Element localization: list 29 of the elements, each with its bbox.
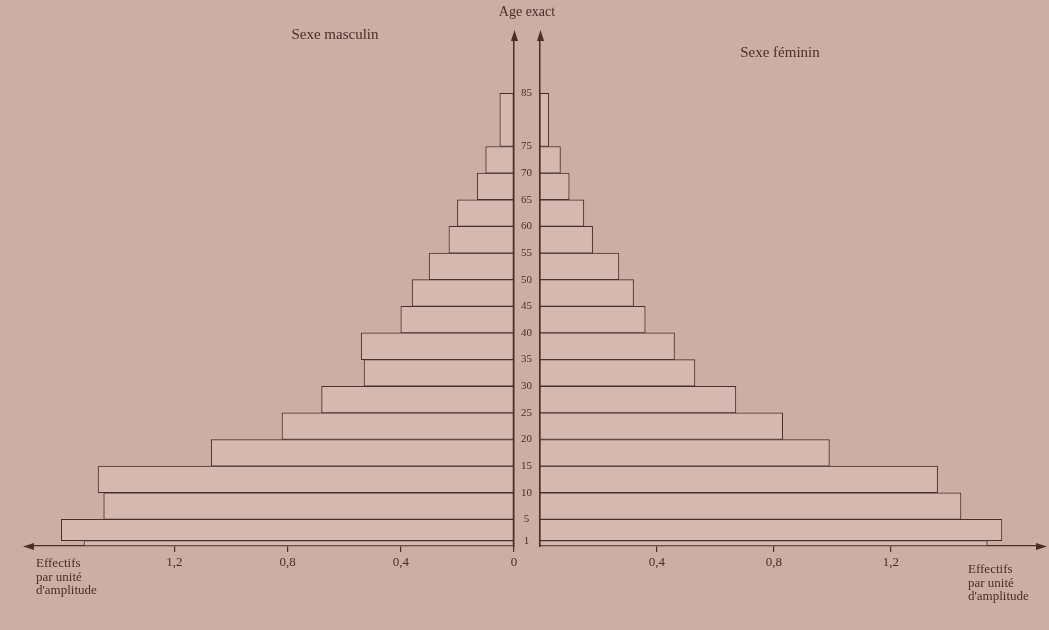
y-tick-label: 55 (521, 245, 533, 258)
x-tick-label: 0,4 (392, 554, 410, 570)
y-tick-label: 65 (521, 192, 533, 205)
x-tick-label: 0,8 (279, 554, 296, 570)
y-tick-label: 40 (521, 325, 533, 338)
y-tick-label: 25 (521, 405, 533, 418)
y-axis-title: Age exact (498, 4, 556, 20)
x-tick-label: 1,2 (882, 554, 899, 570)
x-tick-label: 1,2 (166, 554, 183, 570)
y-tick-label: 20 (521, 432, 533, 445)
y-tick-label: 70 (521, 166, 533, 179)
y-tick-label: 45 (521, 299, 533, 312)
x-tick-label: 0,4 (648, 554, 666, 570)
y-tick-label: 35 (521, 352, 533, 365)
y-tick-label: 10 (521, 485, 533, 498)
y-tick-label: 50 (521, 272, 533, 285)
y-tick-label: 5 (523, 512, 530, 525)
x-tick-label: 0,8 (765, 554, 783, 570)
chart-title: Sexe féminin (740, 44, 820, 61)
y-tick-label: 30 (521, 379, 533, 392)
x-axis-title: Effectifs par unité d'amplitude (968, 561, 1029, 604)
y-tick-label: 75 (521, 139, 533, 152)
y-tick-label: 1 (523, 533, 530, 546)
y-tick-label: 15 (521, 459, 533, 471)
x-axis-title: Effectifs par unité d'amplitude (36, 555, 97, 598)
chart-title: Sexe masculin (291, 26, 379, 43)
y-tick-label: 60 (521, 219, 533, 232)
y-tick-label: 85 (521, 86, 533, 99)
x-tick-label: 0 (510, 554, 518, 570)
